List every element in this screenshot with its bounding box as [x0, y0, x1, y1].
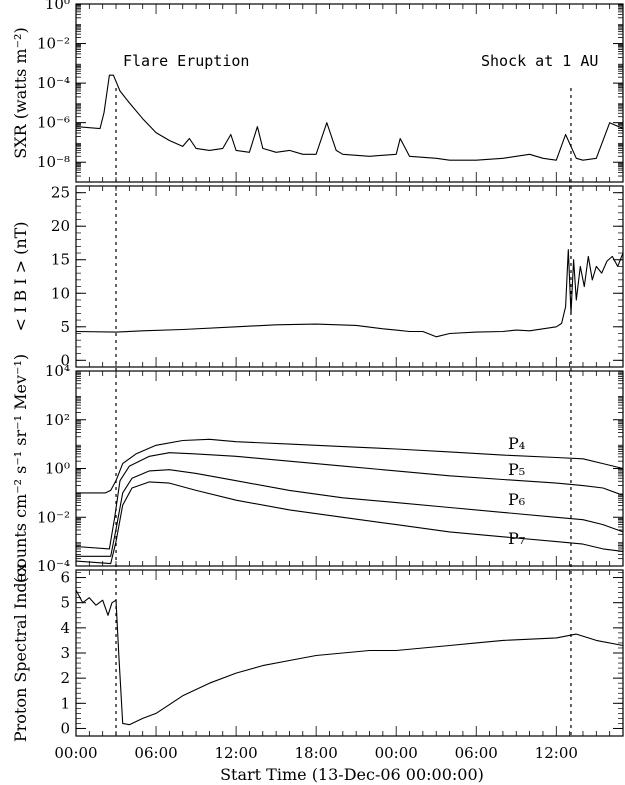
- y-tick-label: 10⁰: [45, 0, 70, 13]
- y-tick-label: 0: [60, 719, 70, 737]
- y-tick-label: 20: [51, 217, 70, 235]
- annotation-shock: Shock at 1 AU: [481, 52, 598, 70]
- y-axis-label: < I B I > (nT): [11, 221, 30, 331]
- y-tick-label: 10⁻⁸: [37, 153, 70, 171]
- y-tick-label: 10⁻⁶: [37, 114, 70, 132]
- panel-1: 10⁰ 10⁻² 10⁻⁴ 10⁻⁶ 10⁻⁸ SXR (watts m⁻²) Flare …: [11, 0, 624, 183]
- y-tick-label: 2: [60, 669, 70, 687]
- y-axis-label: (counts cm⁻² s⁻¹ sr⁻¹ Mev⁻¹): [11, 354, 30, 583]
- y-tick-label: 10⁻⁴: [37, 557, 70, 575]
- y-tick-label: 15: [51, 251, 70, 269]
- panel-2: 25 20 15 10 5 0 < I B I > (nT): [11, 184, 624, 369]
- y-tick-label: 25: [51, 184, 70, 202]
- x-tick-label: 06:00: [134, 744, 177, 762]
- panel-frame: [75, 3, 624, 183]
- y-tick-label: 6: [60, 569, 70, 587]
- y-tick-label: 10⁻⁴: [37, 74, 70, 92]
- series-label: P₅: [508, 460, 525, 479]
- series-line-2: [75, 452, 624, 550]
- series-line-4: [75, 481, 624, 565]
- panel-3: 10⁴ 10² 10⁰ 10⁻² 10⁻⁴ P₄ P₅ P₆ P₇ (counts cm⁻² s⁻…: [11, 354, 624, 583]
- series-label: P₆: [508, 490, 525, 509]
- series-line-1: [75, 74, 624, 161]
- annotation-flare: Flare Eruption: [123, 52, 249, 70]
- panel-4: 6 5 4 3 2 1 0 Proton Spectral Index: [11, 564, 624, 742]
- series-line-1: [75, 589, 624, 726]
- y-tick-label: 10²: [45, 411, 70, 429]
- y-tick-label: 5: [60, 318, 70, 336]
- series-label: P₄: [508, 434, 525, 453]
- panel-frame: [75, 569, 624, 737]
- y-tick-label: 3: [60, 644, 70, 662]
- x-axis-label: Start Time (13-Dec-06 00:00:00): [220, 765, 484, 784]
- y-tick-label: 1: [60, 694, 70, 712]
- series-line-3: [76, 469, 624, 557]
- series-line-1: [76, 438, 624, 494]
- x-tick-label: 00:00: [54, 744, 97, 762]
- x-tick-label: 06:00: [455, 744, 498, 762]
- panel-frame: [75, 370, 624, 567]
- y-tick-label: 10: [51, 284, 70, 302]
- y-tick-label: 4: [60, 619, 70, 637]
- panel-frame: [75, 185, 624, 368]
- y-tick-label: 10⁴: [45, 362, 70, 380]
- y-tick-label: 10⁻²: [37, 35, 70, 53]
- x-tick-label: 12:00: [214, 744, 257, 762]
- y-tick-label: 10⁰: [45, 460, 70, 478]
- y-tick-label: 5: [60, 594, 70, 612]
- y-axis-label: SXR (watts m⁻²): [11, 27, 30, 158]
- x-tick-label: 18:00: [295, 744, 338, 762]
- series-label: P₇: [508, 529, 525, 548]
- x-tick-label: 12:00: [535, 744, 578, 762]
- y-tick-label: 10⁻²: [37, 508, 70, 526]
- y-axis-label: Proton Spectral Index: [11, 564, 30, 742]
- y-tick-label: 0: [60, 351, 70, 369]
- x-tick-label: 00:00: [375, 744, 418, 762]
- series-line-1: [75, 249, 624, 338]
